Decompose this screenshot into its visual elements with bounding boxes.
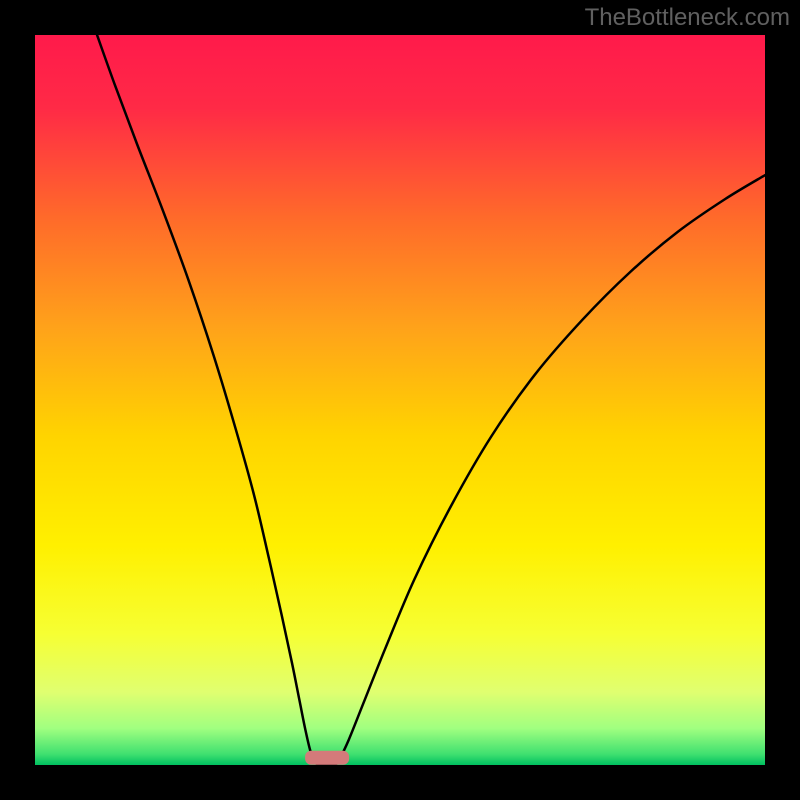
curve-path	[97, 35, 765, 765]
watermark-text: TheBottleneck.com	[585, 4, 790, 32]
optimal-marker	[305, 750, 349, 765]
outer-frame: TheBottleneck.com	[0, 0, 800, 800]
bottleneck-curve	[35, 35, 765, 765]
plot-area	[35, 35, 765, 765]
